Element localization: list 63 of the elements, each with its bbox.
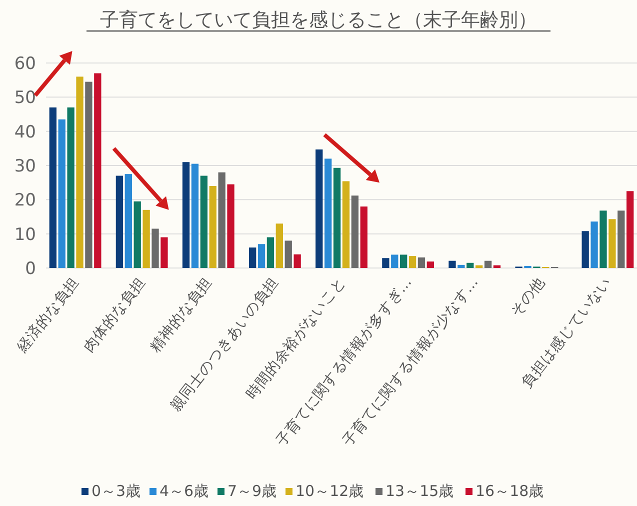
chart-title: 子育てをしていて負担を感じること（末子年齢別） [100, 9, 537, 31]
bar [324, 158, 332, 268]
bar [134, 201, 141, 268]
y-tick-label: 20 [14, 190, 36, 211]
y-tick-label: 50 [14, 88, 36, 108]
bar [85, 82, 92, 268]
bar [200, 176, 208, 268]
bar [94, 73, 102, 268]
bar [408, 256, 416, 268]
legend-label: 0～3歳 [92, 482, 141, 500]
legend-label: 13～15歳 [386, 482, 454, 500]
bar [258, 244, 266, 268]
bar [351, 196, 359, 268]
legend-label: 16～18歳 [476, 482, 544, 500]
bar [266, 237, 274, 268]
x-tick-label: その他 [507, 274, 548, 320]
bar [58, 119, 66, 268]
legend-label: 7～9歳 [228, 482, 277, 500]
bar [191, 164, 199, 268]
bar [49, 107, 56, 268]
bar [342, 181, 350, 268]
bar [333, 168, 341, 268]
bar [152, 228, 159, 268]
bar [466, 262, 474, 268]
y-tick-label: 40 [14, 122, 36, 142]
bar [600, 210, 607, 268]
bar [360, 206, 368, 268]
bar [160, 237, 168, 268]
bar [76, 76, 84, 268]
bar [67, 107, 74, 268]
legend-label: 4～6歳 [160, 482, 209, 500]
y-tick-label: 60 [14, 54, 36, 74]
bar [218, 172, 226, 268]
bar [582, 231, 589, 268]
bar [116, 176, 124, 268]
bar [382, 258, 390, 268]
bar [418, 257, 426, 268]
x-tick-label: 肉体的な負担 [80, 274, 149, 356]
bar [458, 264, 465, 268]
bar [400, 254, 408, 268]
legend-label: 10～12歳 [296, 482, 364, 500]
bar [391, 254, 398, 268]
bar [590, 222, 598, 268]
bar [209, 186, 216, 268]
bar [182, 162, 190, 268]
bar [448, 260, 456, 268]
bar [608, 219, 616, 268]
bar [124, 174, 132, 268]
bar [626, 191, 634, 268]
bar [484, 260, 492, 268]
bar [476, 265, 483, 268]
bar [276, 224, 283, 268]
bar [316, 149, 323, 268]
bar [294, 254, 301, 268]
y-tick-label: 10 [14, 224, 36, 245]
bar [227, 184, 234, 268]
bar [248, 248, 256, 268]
bar [493, 265, 501, 268]
y-tick-label: 30 [14, 156, 36, 176]
bar [426, 262, 434, 268]
bar [618, 210, 625, 268]
bar [142, 210, 150, 268]
bar [284, 240, 292, 268]
